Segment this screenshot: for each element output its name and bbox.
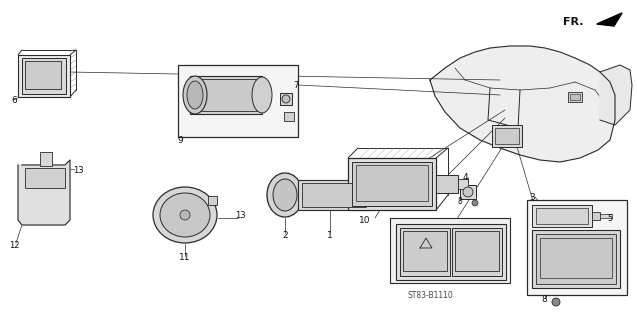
- Bar: [370, 182, 385, 210]
- Text: ST83-B1110: ST83-B1110: [407, 292, 453, 300]
- Text: 1: 1: [327, 230, 333, 239]
- Ellipse shape: [180, 210, 190, 220]
- Text: 6: 6: [11, 95, 17, 105]
- Bar: [22, 58, 66, 94]
- Bar: [536, 208, 588, 224]
- Text: FR.: FR.: [562, 17, 583, 27]
- Bar: [390, 218, 510, 283]
- Bar: [532, 230, 620, 288]
- Text: 3: 3: [529, 193, 535, 202]
- Bar: [436, 175, 458, 193]
- Bar: [460, 185, 476, 199]
- Bar: [40, 152, 52, 166]
- Ellipse shape: [472, 200, 478, 206]
- Ellipse shape: [187, 81, 203, 109]
- Text: 8: 8: [457, 196, 462, 205]
- Ellipse shape: [160, 193, 210, 237]
- Text: 5: 5: [607, 213, 613, 222]
- Bar: [190, 76, 262, 114]
- Polygon shape: [430, 46, 615, 162]
- Bar: [400, 228, 450, 276]
- Text: 9: 9: [177, 135, 183, 145]
- Bar: [592, 212, 600, 220]
- Bar: [570, 94, 580, 100]
- Ellipse shape: [153, 187, 217, 243]
- Bar: [452, 228, 502, 276]
- Bar: [280, 93, 292, 105]
- Polygon shape: [597, 13, 622, 26]
- Bar: [25, 168, 65, 188]
- Ellipse shape: [267, 173, 303, 217]
- Text: 8: 8: [541, 295, 547, 305]
- Ellipse shape: [273, 179, 297, 211]
- Bar: [393, 190, 398, 202]
- Bar: [492, 125, 522, 147]
- Ellipse shape: [183, 76, 207, 114]
- Bar: [18, 55, 70, 97]
- Bar: [536, 234, 616, 284]
- Bar: [356, 165, 428, 201]
- Bar: [458, 179, 468, 189]
- Polygon shape: [600, 65, 632, 125]
- Bar: [178, 65, 298, 137]
- Bar: [532, 205, 592, 227]
- Ellipse shape: [282, 95, 290, 103]
- Bar: [385, 186, 393, 206]
- Text: 4: 4: [462, 172, 468, 181]
- Bar: [25, 61, 61, 89]
- Bar: [352, 162, 432, 206]
- Bar: [568, 92, 582, 102]
- Bar: [455, 231, 499, 271]
- Text: 10: 10: [359, 215, 371, 225]
- Bar: [348, 158, 436, 210]
- Ellipse shape: [552, 298, 560, 306]
- Text: 2: 2: [282, 230, 288, 239]
- Bar: [403, 231, 447, 271]
- Bar: [540, 238, 612, 278]
- Ellipse shape: [463, 187, 473, 197]
- Text: 11: 11: [179, 253, 190, 262]
- Bar: [527, 200, 627, 295]
- Bar: [284, 112, 294, 121]
- Ellipse shape: [252, 77, 272, 113]
- Text: 7: 7: [293, 81, 299, 90]
- Text: 13: 13: [73, 165, 83, 174]
- Bar: [302, 183, 366, 207]
- Bar: [396, 224, 506, 280]
- Text: 13: 13: [234, 211, 245, 220]
- Text: 12: 12: [9, 241, 19, 250]
- Bar: [193, 79, 259, 111]
- Bar: [208, 196, 217, 205]
- Bar: [600, 214, 612, 218]
- Polygon shape: [18, 160, 70, 225]
- Bar: [495, 128, 519, 144]
- Bar: [298, 180, 370, 210]
